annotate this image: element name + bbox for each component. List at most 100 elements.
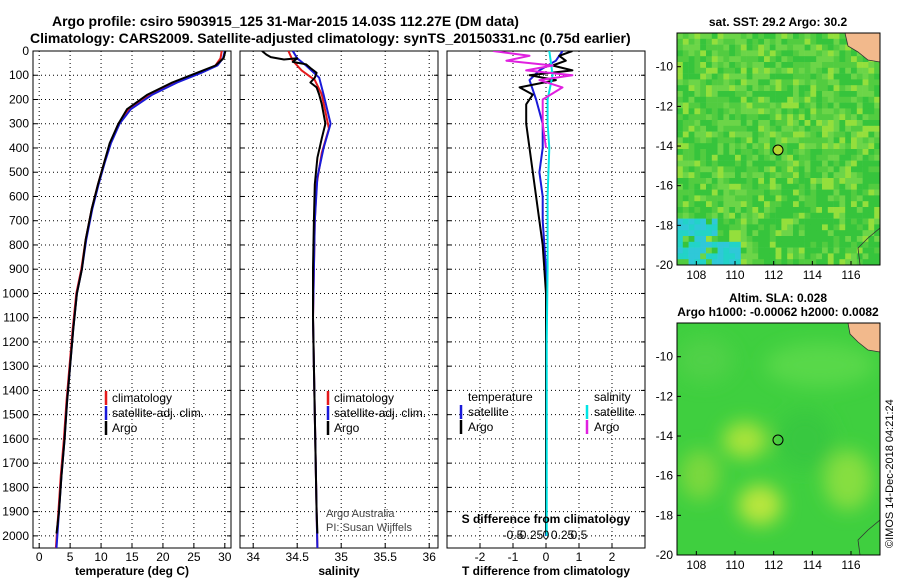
sal-legend-argo: Argo [334,421,360,435]
sst-map-cell [677,230,684,237]
sst-map-cell [839,79,846,86]
sst-map-cell [816,79,823,86]
sst-map-cell [862,85,869,92]
sst-map-cell [677,108,684,115]
sst-map-cell [816,230,823,237]
sst-map-cell [856,207,863,214]
sst-map-cell [833,73,840,80]
sst-map-cell [787,50,794,57]
sst-map-cell [822,166,829,173]
sst-map-cell [723,125,730,132]
sst-map-cell [827,207,834,214]
sst-map-cell [706,160,713,167]
sst-map-cell [752,114,759,121]
sst-map-cell [775,102,782,109]
sst-map-cell [740,120,747,127]
sst-map-cell [752,125,759,132]
sst-map-cell [775,212,782,219]
sst-map-cell [810,224,817,231]
sst-map-cell [682,195,689,202]
sst-map-cell [735,224,742,231]
sst-map-cell [822,160,829,167]
sst-map-cell [816,38,823,45]
sst-map-cell [700,166,707,173]
sst-map-cell [793,149,800,156]
sst-map-cell [833,218,840,225]
sst-map-cell [764,218,771,225]
sst-map-cell [682,207,689,214]
sst-map-cell [682,253,689,260]
credit-line-1: Argo Australia [326,508,395,520]
sst-map-cell [752,44,759,51]
sst-map-cell [769,91,776,98]
sst-map-cell [752,154,759,161]
sst-map-cell [856,85,863,92]
sst-map-cell [868,73,875,80]
sst-map-cell [775,120,782,127]
sst-map-cell [874,114,880,121]
sst-map-cell [735,212,742,219]
sst-map-cell [816,114,823,121]
sst-map-cell [769,96,776,103]
sst-map-cell [769,247,776,254]
sst-map-cell [769,183,776,190]
sst-map-cell [874,253,880,260]
sst-map-cell [752,143,759,150]
sst-map-cell [798,178,805,185]
sst-map-cell [711,131,718,138]
sst-map-cell [798,102,805,109]
sst-map-cell [804,120,811,127]
sst-map-cell [833,108,840,115]
sst-map-cell [787,154,794,161]
sst-map-cell [682,38,689,45]
sst-map-cell [874,172,880,179]
sst-map-cell [816,149,823,156]
sst-map-cell [781,120,788,127]
sst-map-cell [787,44,794,51]
sst-map-cell [682,137,689,144]
sst-map-cell [746,207,753,214]
map-sst-ytick-label: -16 [656,179,674,193]
sst-map-cell [868,149,875,156]
temperature-series-climatology [54,51,223,548]
map-sst-xtick-label: 110 [725,268,744,282]
sst-map-cell [798,50,805,57]
sst-map-cell [740,195,747,202]
sst-map-cell [700,137,707,144]
sla-map-title-1: Altim. SLA: 0.028 [729,291,827,305]
sst-map-cell [816,259,823,265]
sst-map-cell [781,195,788,202]
depth-tick-label: 100 [9,68,29,82]
sst-map-cell [682,224,689,231]
sst-map-cell [862,143,869,150]
sst-map-cell [798,247,805,254]
sst-map-cell [711,189,718,196]
sst-map-cell [700,131,707,138]
sst-map-cell [740,33,747,40]
sst-map-cell [677,218,684,225]
sst-map-cell [798,85,805,92]
sst-map-cell [781,218,788,225]
sst-map-cell [764,172,771,179]
sst-map-cell [758,236,765,243]
sst-map-cell [740,62,747,69]
salinity-axis-label: salinity [318,564,360,578]
sst-map-cell [688,143,695,150]
sst-map-cell [775,114,782,121]
sst-map-cell [694,50,701,57]
sst-map-cell [827,56,834,63]
sst-map-cell [798,91,805,98]
sst-map-cell [833,166,840,173]
sst-map-cell [798,241,805,248]
sst-map-cell [810,172,817,179]
sst-map-cell [845,183,852,190]
sst-map-cell [851,96,858,103]
sst-map-cell [839,62,846,69]
sst-map-cell [856,172,863,179]
sst-map-cell [706,44,713,51]
sst-map-cell [764,137,771,144]
sst-map-cell [833,230,840,237]
sst-map-cell [694,160,701,167]
sst-map-cell [839,230,846,237]
sst-map-cell [677,91,684,98]
